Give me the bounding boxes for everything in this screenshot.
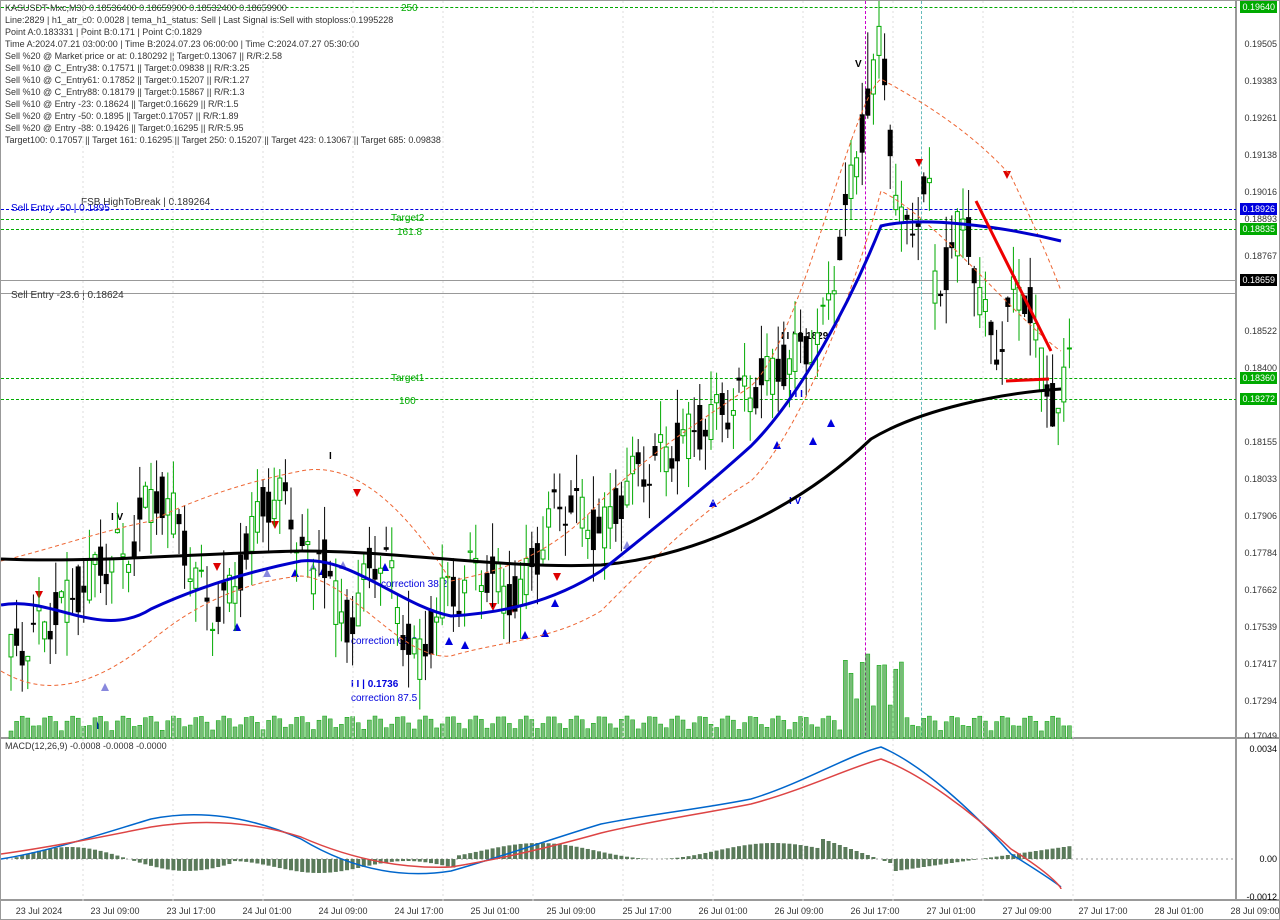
macd-panel[interactable]: MACD(12,26,9) -0.0008 -0.0008 -0.0000 [0,738,1236,900]
indicator-lines [1,1,1237,739]
macd-plot [1,739,1237,901]
price-axis: 0.196400.195050.193830.192610.191380.190… [1236,0,1280,738]
time-axis: 23 Jul 202423 Jul 09:0023 Jul 17:0024 Ju… [0,900,1280,920]
price-chart[interactable]: Sell Entry -50 | 0.1895FSB HighToBreak |… [0,0,1236,738]
macd-axis: 0.00340.00-0.0012 [1236,738,1280,900]
